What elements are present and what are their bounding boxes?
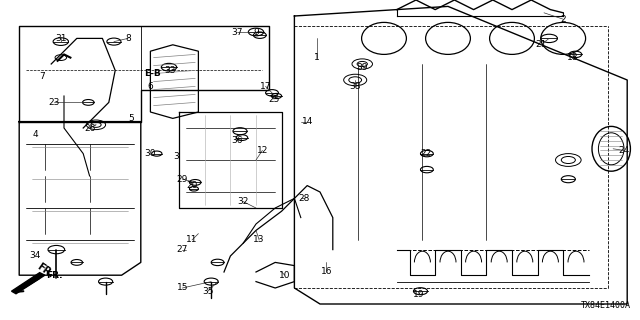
Text: 13: 13 [253,236,265,244]
Text: 28: 28 [298,194,310,203]
Text: 39: 39 [356,63,367,72]
Text: 22: 22 [420,149,431,158]
Text: 24: 24 [618,146,630,155]
Text: 36: 36 [231,136,243,145]
Text: 2: 2 [561,15,566,24]
Text: 10: 10 [279,271,291,280]
Text: 16: 16 [321,268,332,276]
Text: 29: 29 [177,175,188,184]
Text: 8: 8 [125,34,131,43]
Text: 15: 15 [177,284,188,292]
Text: 14: 14 [301,117,313,126]
Text: 6: 6 [148,82,153,91]
Text: E-B: E-B [144,69,161,78]
Text: FR.: FR. [46,271,63,280]
Text: 25: 25 [268,95,280,104]
Text: 4: 4 [33,130,38,139]
Text: TX84E1400A: TX84E1400A [580,301,630,310]
Text: 31: 31 [55,34,67,43]
Text: 7: 7 [39,72,44,81]
Text: 37: 37 [231,28,243,36]
Text: FR.: FR. [35,261,56,280]
Text: 30: 30 [145,149,156,158]
Text: 5: 5 [129,114,134,123]
Text: 1: 1 [314,53,319,62]
Text: 11: 11 [186,236,198,244]
Text: 35: 35 [202,287,214,296]
Text: 34: 34 [29,252,41,260]
Text: 19: 19 [413,290,425,299]
Text: 21: 21 [535,40,547,49]
Text: 38: 38 [349,82,361,91]
Text: 23: 23 [49,98,60,107]
Text: 33: 33 [164,66,175,75]
Text: 18: 18 [567,53,579,62]
Text: 27: 27 [177,245,188,254]
Text: 20: 20 [186,181,198,190]
Text: 12: 12 [257,146,268,155]
Polygon shape [12,273,45,294]
Text: 9: 9 [253,28,259,36]
Text: 3: 3 [173,152,179,161]
Text: 17: 17 [260,82,271,91]
Text: 32: 32 [237,197,249,206]
Text: 26: 26 [84,124,95,132]
